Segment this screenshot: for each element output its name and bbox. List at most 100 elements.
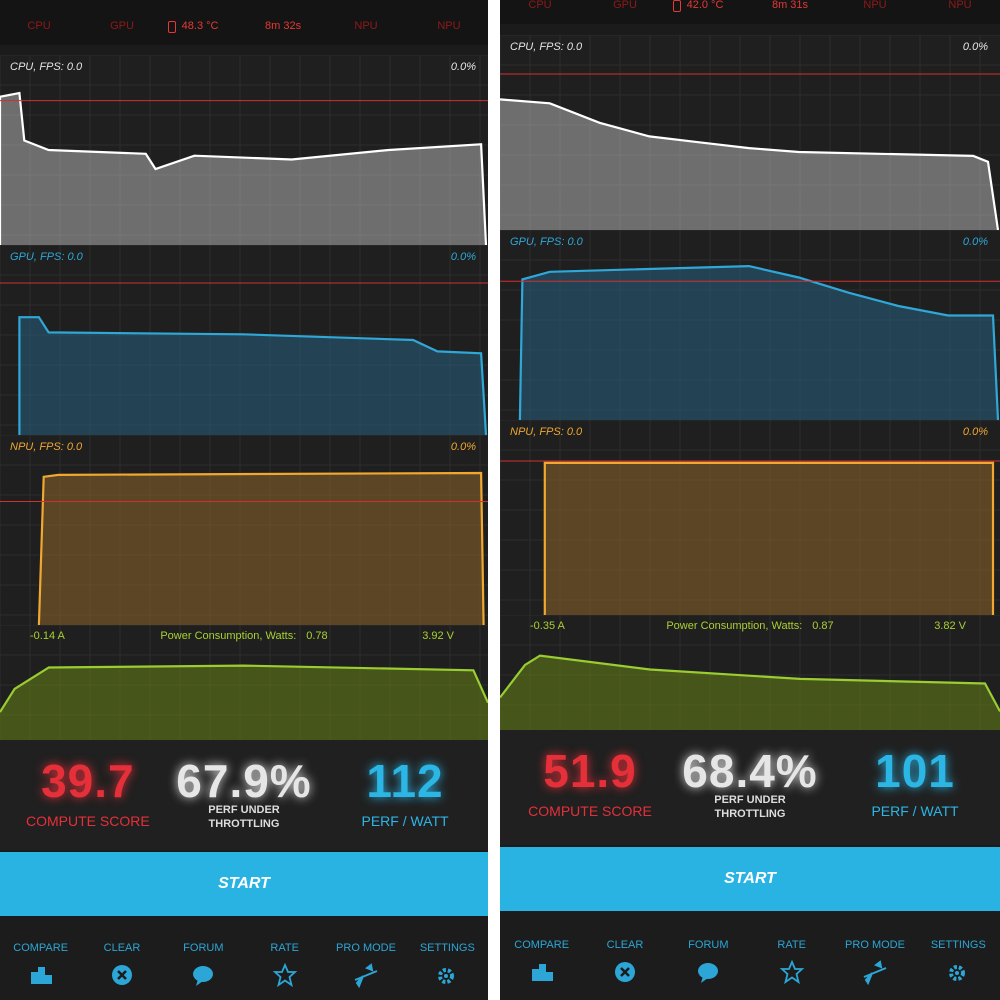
- nav-label[interactable]: SETTINGS: [930, 939, 986, 951]
- chart-percent: 0.0%: [962, 236, 988, 248]
- curve-fill: [0, 317, 486, 435]
- curve-line: [0, 664, 488, 713]
- icon-part: [863, 960, 887, 985]
- curve-fill: [500, 99, 998, 230]
- curve-fill: [0, 665, 488, 740]
- nav-icon[interactable]: [529, 959, 555, 985]
- score-value: 101: [875, 745, 955, 797]
- nav-icon[interactable]: [945, 959, 971, 985]
- icon-part: [545, 972, 553, 981]
- power-voltage: 3.92 V: [422, 630, 454, 642]
- curve-fill: [500, 462, 998, 615]
- status-item: CPU: [27, 20, 51, 32]
- power-title-row: Power Consumption, Watts: 0.87: [666, 620, 833, 632]
- score-panel: [0, 740, 488, 850]
- status-item: CPU: [528, 0, 552, 11]
- score-panel: [500, 730, 1000, 845]
- chart-area: [500, 230, 1000, 420]
- curve-fill: [0, 473, 486, 625]
- chart-area: [500, 420, 1000, 615]
- score-value: 51.9: [543, 745, 637, 797]
- score-label: COMPUTE SCORE: [528, 803, 652, 819]
- nav-label[interactable]: CLEAR: [606, 939, 644, 951]
- curve-line: [500, 654, 1000, 712]
- nav-icon[interactable]: [695, 959, 721, 985]
- chart-percent: 0.0%: [962, 41, 988, 53]
- nav-label[interactable]: FORUM: [183, 942, 224, 954]
- icon-part: [701, 976, 709, 983]
- phone-screen: CPU GPU 42.0 °C 8m 31s NPU NPU CPU, FPS: 0.0 0.…: [500, 0, 1000, 1000]
- icon-part: [955, 971, 960, 975]
- chart-label: GPU, FPS: 0.0: [10, 251, 83, 263]
- icon-part: [438, 968, 455, 984]
- start-button[interactable]: START: [500, 847, 1000, 911]
- power-chart: [500, 615, 1000, 730]
- nav-label[interactable]: RATE: [777, 939, 806, 951]
- power-title: Power Consumption, Watts:: [160, 630, 297, 642]
- status-item: 8m 31s: [771, 0, 809, 11]
- thermometer-icon: [673, 0, 681, 12]
- nav-label[interactable]: COMPARE: [514, 939, 570, 951]
- status-item: NPU: [437, 20, 461, 32]
- icon-part: [698, 963, 719, 979]
- score-value: 67.9%: [176, 755, 312, 807]
- nav-icon[interactable]: [779, 959, 805, 985]
- nav-label[interactable]: PRO MODE: [336, 942, 396, 954]
- nav-icon[interactable]: [109, 962, 135, 988]
- status-item: 48.3 °C: [181, 20, 219, 32]
- nav-icon[interactable]: [28, 962, 54, 988]
- nav-icon[interactable]: [353, 962, 379, 988]
- chart-label: CPU, FPS: 0.0: [10, 61, 83, 73]
- score-label: PERF UNDER THROTTLING: [714, 794, 786, 820]
- nav-label[interactable]: PRO MODE: [845, 939, 905, 951]
- icon-part: [272, 962, 297, 988]
- icon-part: [37, 967, 45, 984]
- nav-bar: [0, 916, 488, 1000]
- start-button[interactable]: START: [0, 852, 488, 916]
- nav-label[interactable]: FORUM: [688, 939, 729, 951]
- curve-line: [500, 98, 1000, 230]
- status-bar: [0, 0, 488, 45]
- icon-part: [949, 965, 966, 981]
- chart-area: [0, 435, 488, 625]
- thermometer-icon: [168, 21, 177, 33]
- chart-label: NPU, FPS: 0.0: [510, 426, 583, 438]
- icon-part: [444, 974, 449, 978]
- nav-label[interactable]: CLEAR: [103, 942, 141, 954]
- chart-label: NPU, FPS: 0.0: [10, 441, 83, 453]
- nav-icon[interactable]: [190, 962, 216, 988]
- nav-label[interactable]: COMPARE: [13, 942, 69, 954]
- chart-percent: 0.0%: [450, 441, 476, 453]
- status-item: GPU: [110, 20, 134, 32]
- curve-line: [18, 316, 488, 435]
- curve-fill: [0, 93, 486, 245]
- chart-area: [0, 245, 488, 435]
- chart-label: GPU, FPS: 0.0: [510, 236, 583, 248]
- icon-part: [193, 966, 214, 982]
- chart-area: [500, 35, 1000, 230]
- icon-part: [531, 969, 539, 981]
- nav-label[interactable]: RATE: [270, 942, 299, 954]
- power-chart: [0, 625, 488, 740]
- curve-line: [543, 461, 995, 615]
- icon-part: [779, 959, 804, 985]
- score-label: COMPUTE SCORE: [25, 813, 150, 829]
- nav-label[interactable]: SETTINGS: [419, 942, 475, 954]
- curve-line: [37, 471, 485, 625]
- chart-label: CPU, FPS: 0.0: [510, 41, 583, 53]
- nav-icon[interactable]: [862, 959, 888, 985]
- icon-part: [196, 979, 204, 986]
- status-item: NPU: [354, 20, 378, 32]
- chart-area: [0, 55, 488, 245]
- power-title-row: Power Consumption, Watts: 0.78: [160, 630, 327, 642]
- icon-part: [44, 975, 52, 984]
- curve-fill: [500, 266, 998, 420]
- chart-bg: [500, 230, 1000, 420]
- nav-icon[interactable]: [612, 959, 638, 985]
- nav-icon[interactable]: [272, 962, 298, 988]
- curve-line: [0, 91, 488, 245]
- nav-icon[interactable]: [434, 962, 460, 988]
- power-voltage: 3.82 V: [934, 620, 966, 632]
- chart-percent: 0.0%: [450, 61, 476, 73]
- score-label: PERF / WATT: [871, 803, 959, 819]
